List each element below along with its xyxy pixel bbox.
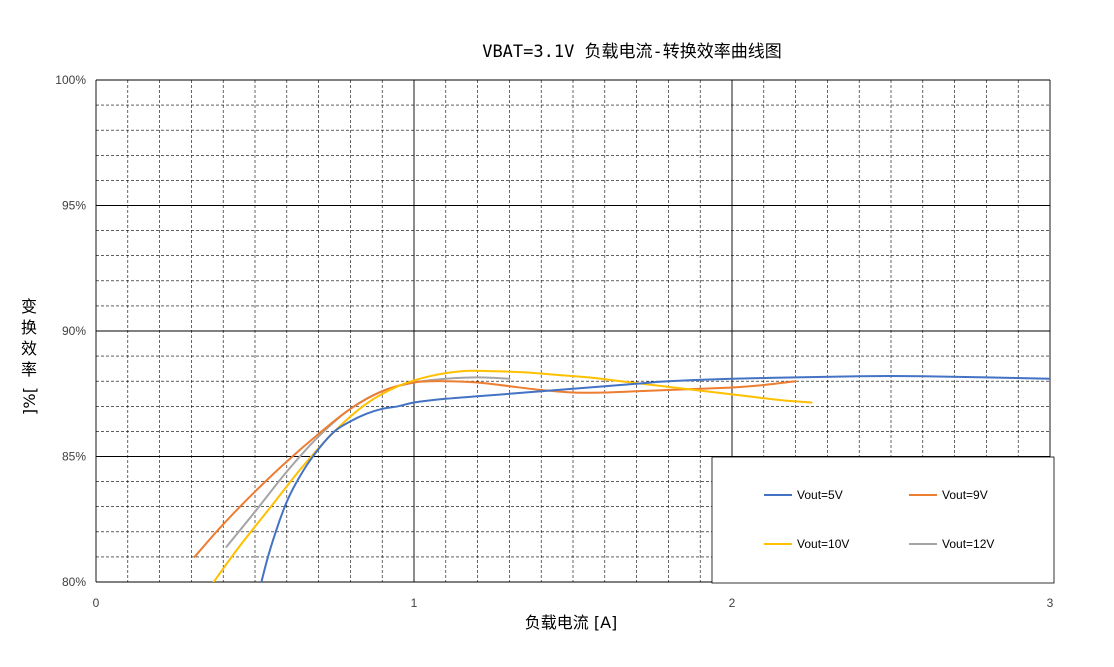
- x-tick-label: 1: [411, 596, 418, 610]
- legend-label: Vout=5V: [797, 488, 843, 502]
- chart-title: VBAT=3.1V 负载电流-转换效率曲线图: [482, 42, 782, 62]
- y-axis-label-char: %: [20, 393, 39, 408]
- legend-box: [711, 456, 1055, 584]
- x-axis-label: 负载电流 [A]: [525, 613, 618, 632]
- x-tick-label: 3: [1047, 596, 1054, 610]
- legend: Vout=5V Vout=9V Vout=10V Vout=12V: [711, 456, 1055, 584]
- y-tick-label: 90%: [62, 324, 86, 338]
- x-tick-label: 0: [93, 596, 100, 610]
- series-lines: [193, 369, 1050, 582]
- y-axis-label-char: 率: [21, 360, 37, 379]
- y-tick-label: 95%: [62, 199, 86, 213]
- y-axis-label-char: [: [20, 387, 39, 393]
- y-tick-label: 80%: [62, 575, 86, 589]
- y-axis-label-char: 变: [21, 297, 37, 316]
- legend-label: Vout=9V: [942, 488, 988, 502]
- series-line-vout-5v: [260, 375, 1050, 582]
- y-axis-label-char: ]: [20, 409, 39, 415]
- y-tick-label: 100%: [55, 73, 86, 87]
- legend-label: Vout=10V: [797, 537, 849, 551]
- y-axis-label-char: 换: [21, 318, 37, 337]
- y-axis-label-char: 效: [21, 339, 37, 358]
- axis-ticks: 0 1 2 3 80% 85% 90% 95% 100%: [55, 73, 1053, 610]
- y-tick-label: 85%: [62, 450, 86, 464]
- series-line-vout-9v: [193, 380, 797, 558]
- series-line-vout-10v: [212, 369, 813, 582]
- x-tick-label: 2: [729, 596, 736, 610]
- legend-label: Vout=12V: [942, 537, 994, 551]
